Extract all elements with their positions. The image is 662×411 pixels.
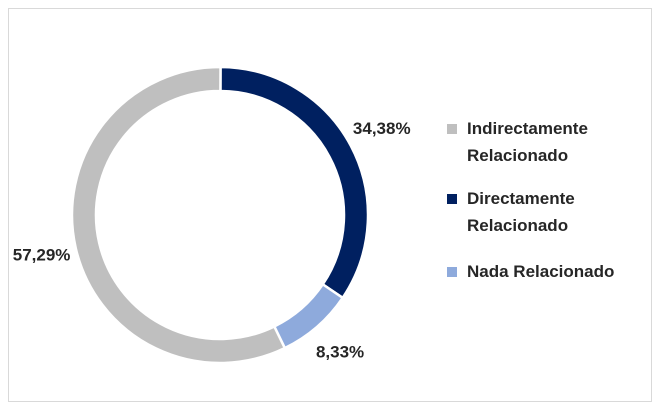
legend-label: Indirectamente Relacionado — [467, 119, 588, 165]
legend-item: Directamente Relacionado — [447, 185, 632, 239]
data-label: 34,38% — [353, 119, 411, 138]
slice — [219, 65, 370, 300]
chart-frame — [8, 8, 652, 402]
slice — [272, 282, 345, 350]
data-label: 8,33% — [316, 343, 364, 362]
legend-label: Directamente Relacionado — [467, 189, 575, 235]
legend-item: Nada Relacionado — [447, 258, 632, 285]
legend-label: Nada Relacionado — [467, 262, 615, 281]
legend-swatch — [447, 124, 457, 134]
legend-swatch — [447, 194, 457, 204]
data-label: 57,29% — [13, 245, 71, 264]
slice — [70, 65, 287, 365]
legend-item: Indirectamente Relacionado — [447, 115, 632, 169]
legend-swatch — [447, 267, 457, 277]
